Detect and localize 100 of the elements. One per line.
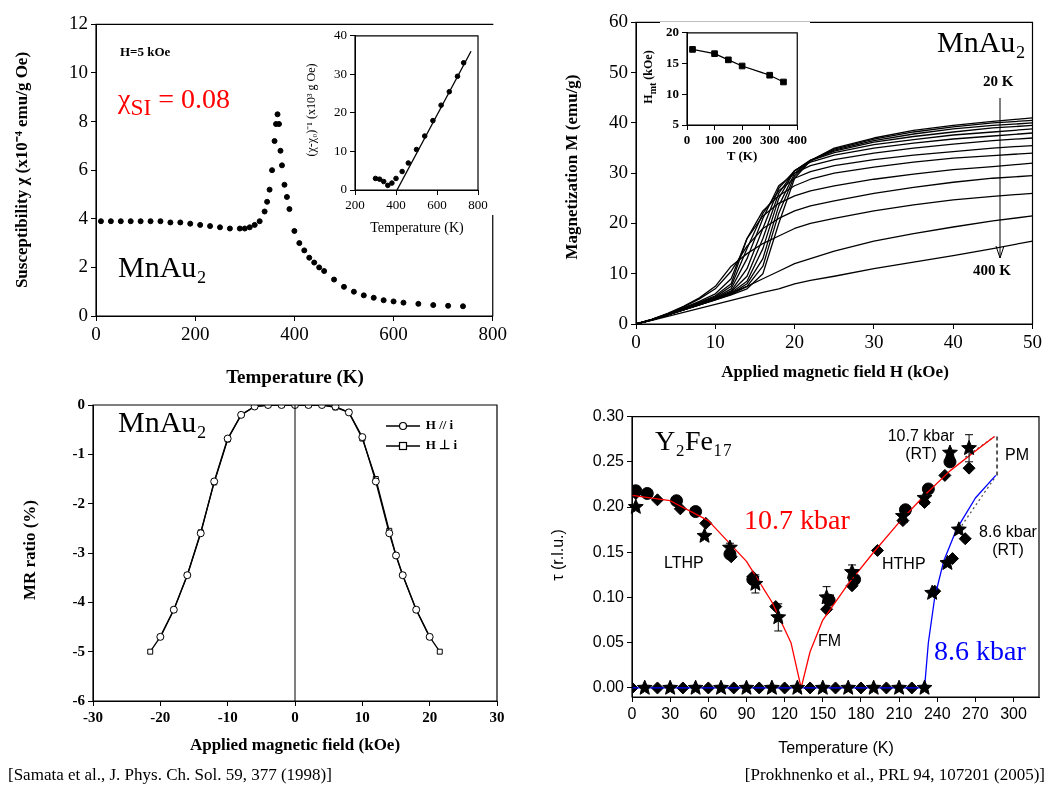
annotation: MnAu₂ [118, 405, 207, 438]
x-tick-label: 200 [732, 132, 752, 148]
y-tick-label: 10 [69, 60, 88, 82]
x-tick-label: 30 [864, 331, 884, 353]
y-tick-label: 12 [69, 12, 88, 34]
y-tick-label: 8 [78, 109, 88, 131]
x-tick-label: 20 [422, 708, 438, 725]
x-axis-title: T (K) [726, 147, 758, 164]
x-tick-label: 0 [683, 132, 691, 148]
x-axis-title: Temperature (K) [370, 220, 464, 236]
x-tick-label: 0 [291, 708, 299, 725]
y-tick-label: 20 [666, 24, 679, 40]
x-tick-label: 300 [1000, 705, 1028, 723]
y-tick-label: -5 [72, 642, 85, 659]
y-tick-label: 20 [334, 104, 347, 120]
x-tick-label: 200 [345, 197, 365, 213]
x-axis-title: Applied magnetic field H (kOe) [721, 361, 949, 382]
y-tick-label: 10 [334, 142, 347, 158]
legend-label: H ⊥ i [425, 437, 457, 452]
x-tick-label: 90 [737, 705, 756, 723]
annotation: 8.6 kbar (RT) [978, 523, 1038, 559]
x-tick-label: 50 [1023, 331, 1042, 353]
x-tick-label: 400 [386, 197, 406, 213]
y-tick-label: 0 [77, 395, 85, 412]
text: [Prokhnenko et al., PRL 94, 107201 (2005)] [744, 765, 1045, 785]
y-tick-label: 0.10 [592, 587, 625, 605]
y-tick-label: 0.15 [592, 542, 625, 560]
text: [Samata et al., J. Phys. Ch. Sol. 59, 377 (1998)] [8, 765, 332, 785]
y-tick-label: 0.20 [592, 497, 625, 515]
x-tick-label: 10 [354, 708, 370, 725]
x-tick-label: 30 [489, 708, 505, 725]
y-tick-label: 6 [78, 158, 88, 180]
x-tick-label: -10 [217, 708, 238, 725]
y-tick-label: 5 [672, 116, 680, 132]
annotation: FM [818, 632, 842, 650]
annotation: 10.7 kbar [744, 504, 850, 536]
x-tick-label: 800 [468, 197, 488, 213]
y-tick-label: 0.05 [592, 633, 625, 651]
y-tick-label: 0.30 [592, 407, 625, 425]
y-tick-label: 10 [666, 85, 679, 101]
annotation: 20 K [983, 73, 1014, 90]
x-tick-label: 400 [280, 323, 309, 345]
y-tick-label: 60 [609, 10, 628, 32]
x-tick-label: 210 [885, 705, 913, 723]
x-tick-label: 20 [785, 331, 805, 353]
y-tick-label: 30 [609, 161, 628, 183]
annotation: Y₂Fe₁₇ [655, 425, 733, 457]
x-tick-label: 120 [771, 705, 799, 723]
x-tick-label: 10 [705, 331, 725, 353]
x-tick-label: 400 [787, 132, 807, 148]
x-tick-label: 180 [847, 705, 875, 723]
y-tick-label: 15 [666, 54, 680, 70]
x-tick-label: 300 [759, 132, 780, 148]
x-tick-label: -30 [83, 708, 103, 725]
y-tick-label: 0.00 [592, 678, 625, 696]
y-axis-title: (χ-χ₀)⁻¹ (x10³ g Oe) [304, 63, 319, 157]
y-tick-label: 40 [609, 110, 628, 132]
annotation: H=5 kOe [120, 44, 171, 60]
annotation: 8.6 kbar [934, 635, 1026, 667]
y-tick-label: 0 [340, 181, 347, 197]
annotation: LTHP [664, 554, 704, 572]
y-axis-title: Magnetization M (emu/g) [561, 74, 582, 260]
x-tick-label: 200 [180, 323, 210, 345]
x-tick-label: 100 [704, 132, 725, 148]
y-tick-label: 2 [78, 255, 88, 277]
x-tick-label: 240 [923, 705, 951, 723]
x-axis-title: Applied magnetic field (kOe) [189, 734, 401, 755]
annotation: MnAu₂ [118, 250, 207, 283]
y-tick-label: 0 [78, 303, 88, 325]
x-tick-label: 600 [379, 323, 408, 345]
x-tick-label: 800 [478, 323, 507, 345]
x-tick-label: 150 [809, 705, 837, 723]
y-tick-label: -2 [72, 494, 85, 511]
y-tick-label: 4 [78, 206, 89, 228]
x-tick-label: 600 [427, 197, 447, 213]
legend-label: H // i [425, 417, 454, 432]
annotation: PM [1005, 446, 1029, 464]
y-axis-title: τ (r.l.u.) [549, 529, 567, 581]
annotation: MnAu₂ [937, 25, 1026, 58]
annotation: 400 K [973, 262, 1011, 279]
y-tick-label: 0.25 [592, 452, 625, 470]
x-tick-label: -20 [150, 708, 171, 725]
x-axis-title: Temperature (K) [778, 739, 894, 757]
annotation: χ$_{SI}$ = 0.08 [118, 83, 230, 121]
y-tick-label: -3 [72, 543, 85, 560]
y-tick-label: -4 [72, 593, 86, 610]
x-tick-label: 270 [962, 705, 989, 723]
y-tick-label: 20 [609, 211, 628, 233]
y-tick-label: 30 [334, 65, 347, 81]
y-axis-title: MR ratio (%) [19, 499, 40, 601]
x-tick-label: 60 [699, 705, 718, 723]
annotation: HTHP [882, 555, 926, 573]
y-tick-label: 40 [334, 27, 347, 43]
y-tick-label: 50 [609, 60, 628, 82]
y-tick-label: -6 [72, 691, 86, 708]
x-tick-label: 40 [943, 331, 963, 353]
y-tick-label: -1 [72, 445, 85, 462]
y-tick-label: 10 [609, 261, 628, 283]
y-axis-title: Susceptibility χ (x10⁻⁴ emu/g Oe) [11, 51, 32, 289]
annotation: 10.7 kbar (RT) [886, 427, 956, 463]
